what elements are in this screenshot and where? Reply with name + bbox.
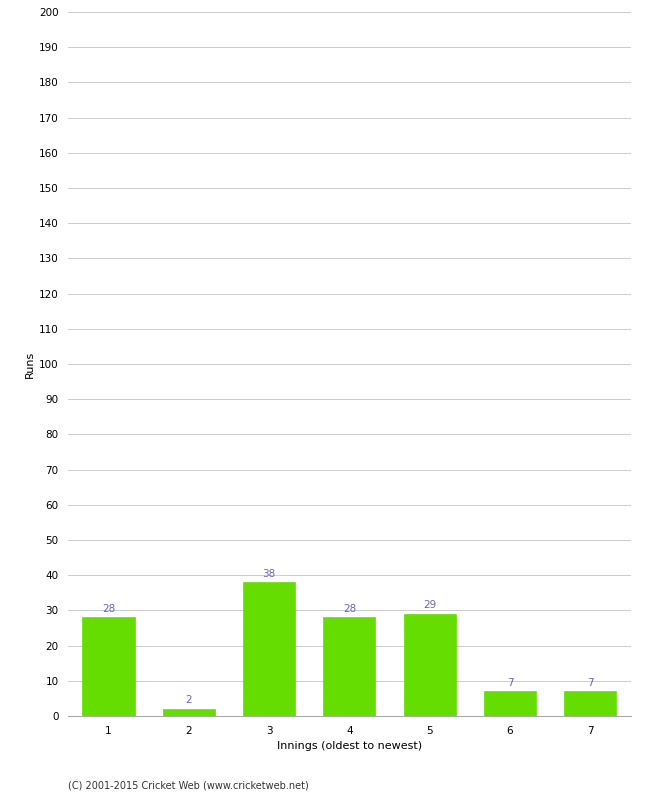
X-axis label: Innings (oldest to newest): Innings (oldest to newest) — [277, 742, 422, 751]
Text: 7: 7 — [507, 678, 514, 688]
Text: 29: 29 — [423, 600, 436, 610]
Text: 7: 7 — [587, 678, 593, 688]
Y-axis label: Runs: Runs — [25, 350, 34, 378]
Bar — [564, 691, 616, 716]
Bar — [323, 618, 376, 716]
Bar — [404, 614, 456, 716]
Text: 28: 28 — [102, 604, 115, 614]
Text: 2: 2 — [185, 695, 192, 706]
Bar — [243, 582, 295, 716]
Bar — [83, 618, 135, 716]
Bar — [484, 691, 536, 716]
Text: (C) 2001-2015 Cricket Web (www.cricketweb.net): (C) 2001-2015 Cricket Web (www.cricketwe… — [68, 781, 309, 790]
Text: 28: 28 — [343, 604, 356, 614]
Text: 38: 38 — [263, 569, 276, 578]
Bar — [162, 709, 215, 716]
